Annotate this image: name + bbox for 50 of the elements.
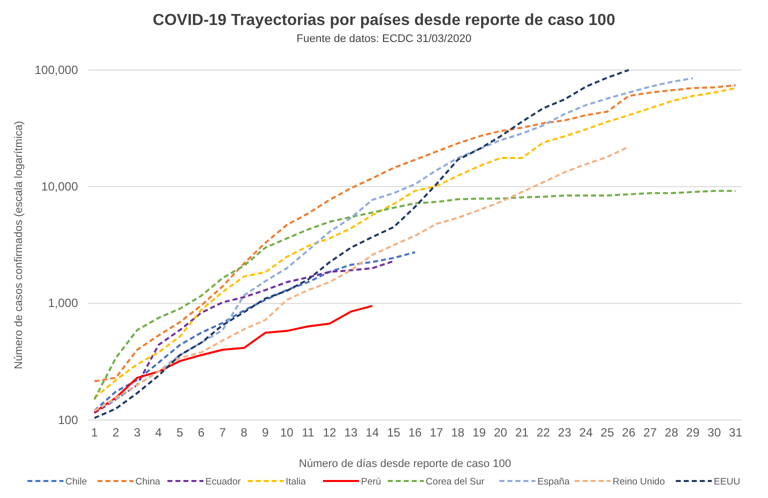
chart-title: COVID-19 Trayectorias por países desde reporte de caso 100 [152, 12, 616, 29]
line-series [93, 190, 737, 400]
x-tick-label: 30 [708, 426, 722, 440]
x-tick-label: 18 [451, 426, 465, 440]
x-tick-label: 9 [262, 426, 270, 440]
x-tick-label: 25 [600, 426, 614, 440]
x-tick-label: 6 [198, 426, 205, 440]
x-tick-label: 20 [494, 426, 508, 440]
x-tick-label: 26 [622, 426, 636, 440]
x-tick-label: 19 [472, 426, 486, 440]
y-axis-title: Número de casos confirmados (escala logarítmica) [13, 120, 25, 370]
x-tick-label: 12 [322, 426, 337, 440]
x-tick-label: 10 [280, 426, 294, 440]
x-tick-label: 1 [91, 426, 98, 440]
x-tick-label: 2 [112, 426, 120, 440]
x-tick-label: 28 [664, 426, 678, 440]
legend-label: EEUU [714, 476, 740, 488]
x-tick-label: 22 [536, 426, 550, 440]
x-tick-label: 27 [643, 426, 658, 440]
y-tick-label: 1,000 [48, 296, 78, 310]
legend-label: China [135, 476, 161, 488]
x-tick-label: 7 [219, 426, 226, 440]
x-tick-label: 5 [176, 426, 184, 440]
y-tick-label: 100,000 [34, 62, 78, 77]
legend-label: Chile [65, 476, 88, 488]
legend-label: Perú [361, 476, 382, 488]
x-tick-label: 16 [408, 426, 422, 440]
y-tick-label: 10,000 [41, 180, 78, 194]
x-tick-label: 21 [515, 426, 529, 440]
y-tick-label: 100 [58, 412, 78, 427]
chart-subtitle: Fuente de datos: ECDC 31/03/2020 [296, 33, 472, 45]
x-tick-label: 14 [366, 426, 380, 440]
x-tick-label: 3 [134, 426, 141, 440]
legend-label: Ecuador [205, 476, 241, 488]
legend-label: Reino Unido [612, 476, 665, 488]
x-tick-label: 24 [579, 426, 593, 440]
x-tick-label: 31 [728, 426, 743, 440]
x-tick-label: 13 [344, 426, 358, 440]
legend-label: España [537, 476, 570, 488]
x-tick-label: 29 [686, 426, 700, 440]
line-series [93, 304, 374, 414]
x-tick-label: 4 [155, 426, 162, 440]
legend-label: Corea del Sur [426, 476, 484, 488]
x-tick-label: 17 [430, 426, 444, 440]
x-tick-label: 11 [302, 426, 315, 440]
x-tick-label: 8 [240, 426, 248, 440]
legend-label: Italia [286, 476, 307, 488]
x-axis-title: Número de días desde reporte de caso 100 [298, 458, 512, 470]
x-tick-label: 15 [386, 426, 401, 440]
x-tick-label: 23 [558, 426, 572, 440]
